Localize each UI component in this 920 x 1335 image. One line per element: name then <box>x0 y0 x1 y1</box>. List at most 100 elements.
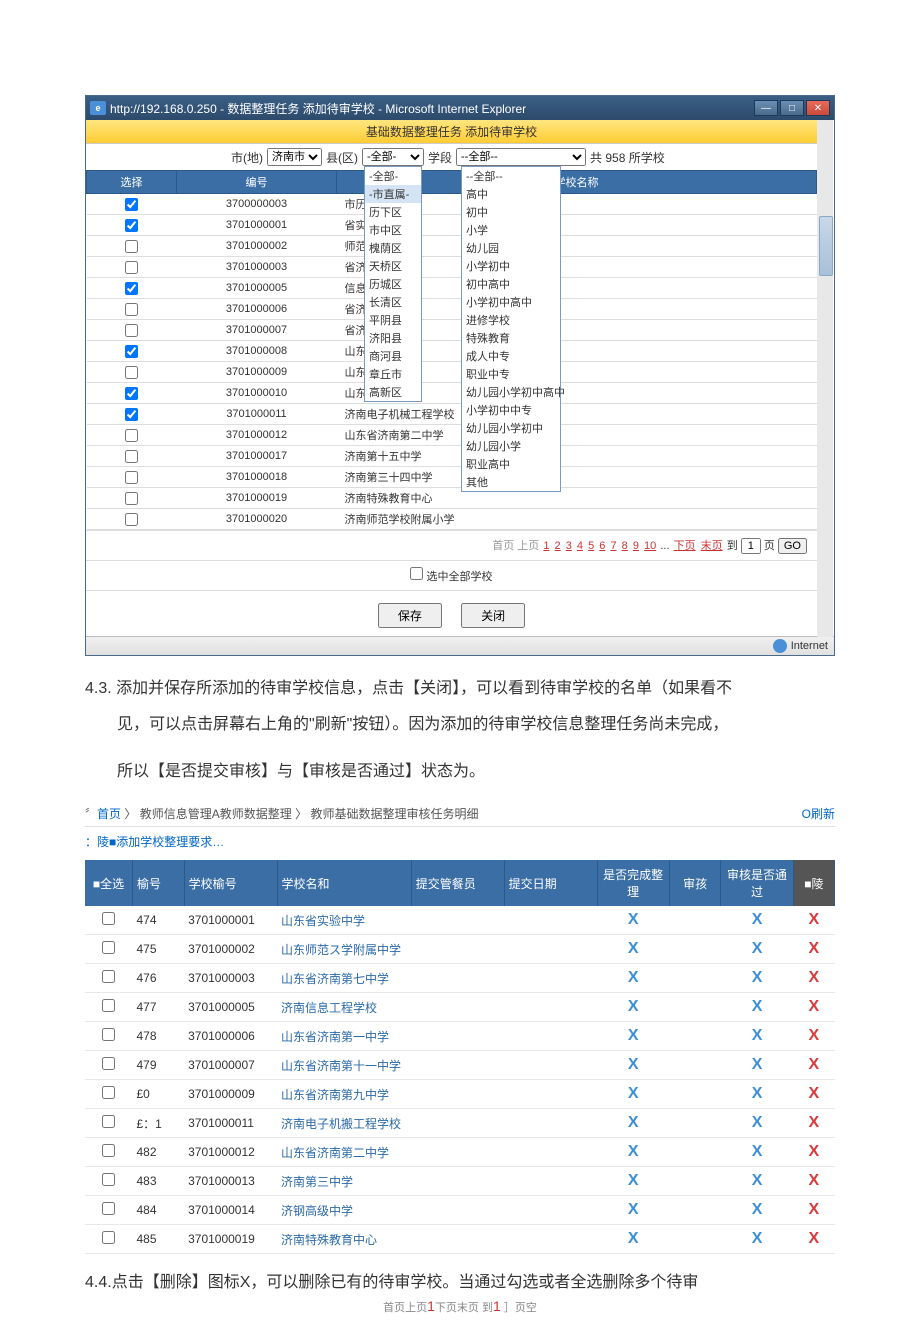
delete-icon[interactable]: X <box>808 969 819 986</box>
save-button[interactable]: 保存 <box>378 603 442 628</box>
row-checkbox[interactable] <box>125 345 138 358</box>
list-checkbox[interactable] <box>102 1231 115 1244</box>
list-school-link[interactable]: 山东省实验中学 <box>281 914 365 928</box>
list-checkbox[interactable] <box>102 1144 115 1157</box>
list-checkbox[interactable] <box>102 1057 115 1070</box>
row-checkbox[interactable] <box>125 408 138 421</box>
district-option[interactable]: 平阴县 <box>365 311 421 329</box>
row-checkbox[interactable] <box>125 366 138 379</box>
list-checkbox[interactable] <box>102 1115 115 1128</box>
stage-option[interactable]: 小学初中 <box>462 257 560 275</box>
district-option[interactable]: 槐荫区 <box>365 239 421 257</box>
district-option[interactable]: 天桥区 <box>365 257 421 275</box>
stage-option[interactable]: 小学初中中专 <box>462 401 560 419</box>
list-school-link[interactable]: 山东师范ス学附属中学 <box>281 943 401 957</box>
stage-option[interactable]: 职业中专 <box>462 365 560 383</box>
list-school-link[interactable]: 山东省济南第九中学 <box>281 1088 389 1102</box>
pager-page[interactable]: 8 <box>622 540 628 552</box>
row-checkbox[interactable] <box>125 261 138 274</box>
pager-page[interactable]: 4 <box>577 540 583 552</box>
pager-page[interactable]: 7 <box>610 540 616 552</box>
list-school-link[interactable]: 济南电子机搬工程学校 <box>281 1117 401 1131</box>
district-option[interactable]: 历下区 <box>365 203 421 221</box>
pager-next[interactable]: 下页 <box>674 540 696 552</box>
stage-option[interactable]: 其他 <box>462 473 560 491</box>
refresh-link[interactable]: O刷新 <box>802 805 835 822</box>
stage-option[interactable]: 成人中专 <box>462 347 560 365</box>
stage-option[interactable]: 特殊教育 <box>462 329 560 347</box>
pager-page[interactable]: 3 <box>566 540 572 552</box>
crumb-home[interactable]: 首页 <box>97 807 121 821</box>
pager-go-button[interactable]: GO <box>778 538 807 554</box>
list-checkbox[interactable] <box>102 941 115 954</box>
delete-icon[interactable]: X <box>808 1230 819 1247</box>
list-school-link[interactable]: 山东省济南第二中学 <box>281 1146 389 1160</box>
maximize-button[interactable]: □ <box>780 100 804 116</box>
district-select[interactable]: -全部- <box>362 148 424 166</box>
stage-option[interactable]: 初中高中 <box>462 275 560 293</box>
list-checkbox[interactable] <box>102 1202 115 1215</box>
pager-page[interactable]: 1 <box>543 540 549 552</box>
list-school-link[interactable]: 济南信息工程学校 <box>281 1001 377 1015</box>
stage-option[interactable]: 小学 <box>462 221 560 239</box>
stage-select[interactable]: --全部-- <box>456 148 586 166</box>
stage-option[interactable]: 幼儿园小学初中高中 <box>462 383 560 401</box>
list-school-link[interactable]: 山东省济南第七中学 <box>281 972 389 986</box>
stage-option[interactable]: 初中 <box>462 203 560 221</box>
row-checkbox[interactable] <box>125 240 138 253</box>
stage-option[interactable]: 幼儿园 <box>462 239 560 257</box>
pager-page[interactable]: 2 <box>555 540 561 552</box>
add-school-link[interactable]: ：陵■添加学校整理要求… <box>85 835 224 849</box>
delete-icon[interactable]: X <box>808 1172 819 1189</box>
list-school-link[interactable]: 济钢高级中学 <box>281 1204 353 1218</box>
district-option[interactable]: 济阳县 <box>365 329 421 347</box>
list-school-link[interactable]: 济南第三中学 <box>281 1175 353 1189</box>
stage-option[interactable]: --全部-- <box>462 167 560 185</box>
delete-icon[interactable]: X <box>808 1056 819 1073</box>
row-checkbox[interactable] <box>125 282 138 295</box>
stage-option[interactable]: 小学初中高中 <box>462 293 560 311</box>
district-option[interactable]: -全部- <box>365 167 421 185</box>
minimize-button[interactable]: — <box>754 100 778 116</box>
delete-icon[interactable]: X <box>808 1027 819 1044</box>
delete-icon[interactable]: X <box>808 911 819 928</box>
pager-page[interactable]: 6 <box>599 540 605 552</box>
row-checkbox[interactable] <box>125 219 138 232</box>
stage-option[interactable]: 高中 <box>462 185 560 203</box>
pager-input[interactable] <box>741 538 761 554</box>
district-option[interactable]: 长清区 <box>365 293 421 311</box>
district-dropdown[interactable]: -全部--市直属-历下区市中区槐荫区天桥区历城区长清区平阴县济阳县商河县章丘市高… <box>364 166 422 402</box>
scrollbar-thumb[interactable] <box>819 216 833 276</box>
stage-option[interactable]: 进修学校 <box>462 311 560 329</box>
row-checkbox[interactable] <box>125 198 138 211</box>
delete-icon[interactable]: X <box>808 1114 819 1131</box>
pager-page[interactable]: 10 <box>644 540 656 552</box>
list-school-link[interactable]: 山东省济南第十一中学 <box>281 1059 401 1073</box>
list-school-link[interactable]: 济南特殊教育中心 <box>281 1233 377 1247</box>
pager-last[interactable]: 末页 <box>701 540 723 552</box>
stage-option[interactable]: 职业高中 <box>462 455 560 473</box>
row-checkbox[interactable] <box>125 471 138 484</box>
district-option[interactable]: -市直属- <box>365 185 421 203</box>
list-checkbox[interactable] <box>102 1086 115 1099</box>
pager-page[interactable]: 9 <box>633 540 639 552</box>
stage-option[interactable]: 幼儿园小学 <box>462 437 560 455</box>
list-school-link[interactable]: 山东省济南第一中学 <box>281 1030 389 1044</box>
city-select[interactable]: 济南市 <box>267 148 322 166</box>
row-checkbox[interactable] <box>125 429 138 442</box>
scrollbar-track[interactable] <box>817 120 833 637</box>
list-checkbox[interactable] <box>102 1173 115 1186</box>
pager-page[interactable]: 5 <box>588 540 594 552</box>
delete-icon[interactable]: X <box>808 1085 819 1102</box>
list-checkbox[interactable] <box>102 912 115 925</box>
delete-icon[interactable]: X <box>808 998 819 1015</box>
district-option[interactable]: 章丘市 <box>365 365 421 383</box>
delete-icon[interactable]: X <box>808 1201 819 1218</box>
row-checkbox[interactable] <box>125 387 138 400</box>
window-close-button[interactable]: ✕ <box>806 100 830 116</box>
delete-icon[interactable]: X <box>808 1143 819 1160</box>
row-checkbox[interactable] <box>125 450 138 463</box>
row-checkbox[interactable] <box>125 324 138 337</box>
hdr-all[interactable]: ■全选 <box>85 860 132 906</box>
district-option[interactable]: 市中区 <box>365 221 421 239</box>
